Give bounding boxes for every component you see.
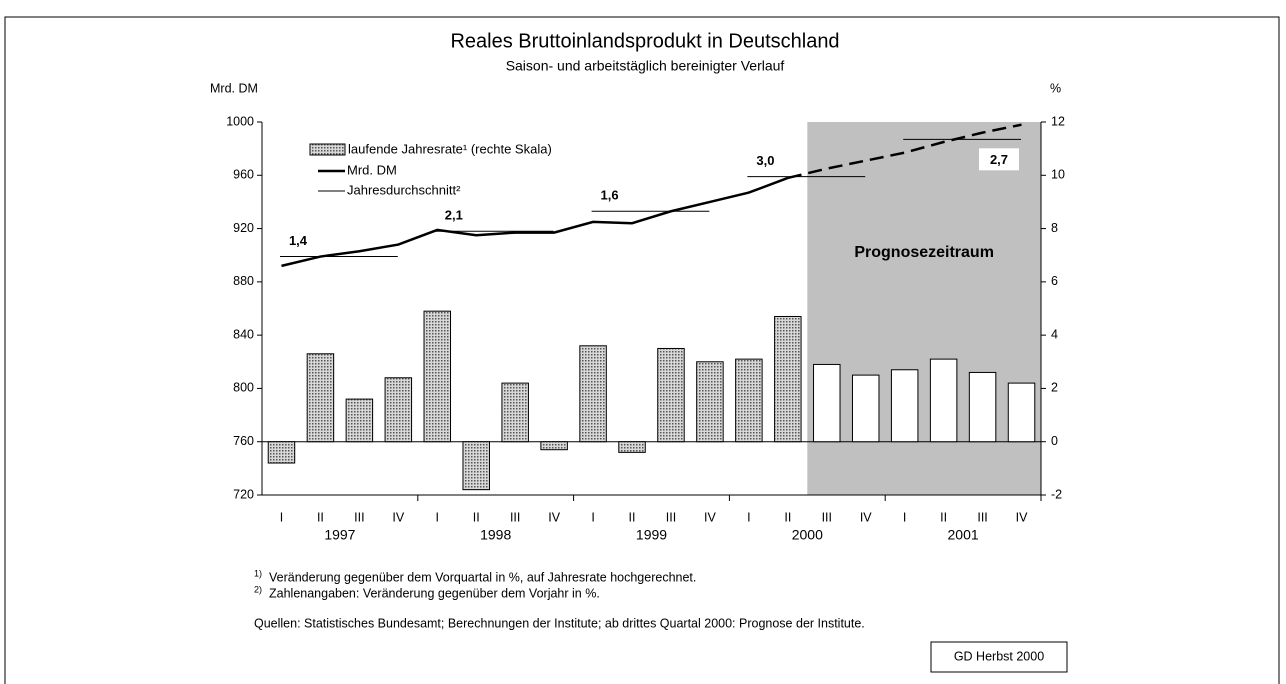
year-label: 1997	[324, 527, 355, 543]
y-tick-label: 720	[233, 487, 254, 501]
year-label: 2001	[948, 527, 979, 543]
forecast-label: Prognosezeitraum	[854, 244, 994, 261]
x-tick-label: III	[977, 510, 987, 524]
x-tick-label: I	[903, 510, 906, 524]
year-label: 2000	[792, 527, 823, 543]
y2-tick-label: 4	[1051, 327, 1058, 341]
x-tick-label: II	[317, 510, 324, 524]
bar	[968, 371, 997, 443]
legend-swatch	[309, 143, 346, 156]
y2-tick-label: 10	[1051, 168, 1065, 182]
bar	[579, 345, 607, 443]
x-tick-label: IV	[548, 510, 560, 524]
legend-label: laufende Jahresrate¹ (rechte Skala)	[348, 141, 552, 156]
bar	[657, 347, 685, 443]
bar	[696, 361, 724, 443]
footnote: Veränderung gegenüber dem Vorquartal in …	[269, 570, 696, 584]
x-tick-label: II	[473, 510, 480, 524]
y2-tick-label: 2	[1051, 381, 1058, 395]
bar	[423, 310, 452, 443]
chart-subtitle: Saison- und arbeitstäglich bereinigter V…	[506, 58, 785, 74]
y-tick-label: 1000	[226, 114, 254, 128]
y-tick-label: 880	[233, 274, 254, 288]
y2-tick-label: 12	[1051, 114, 1065, 128]
x-tick-label: II	[629, 510, 636, 524]
x-tick-label: III	[822, 510, 832, 524]
line-series	[281, 176, 789, 268]
x-tick-label: IV	[704, 510, 716, 524]
legend-label: Jahresdurchschnitt²	[347, 182, 461, 197]
chart-title: Reales Bruttoinlandsprodukt in Deutschla…	[450, 30, 839, 52]
y2-tick-label: 6	[1051, 274, 1058, 288]
x-tick-label: II	[784, 510, 791, 524]
bar	[813, 363, 841, 443]
bar	[618, 441, 646, 453]
x-tick-label: I	[280, 510, 283, 524]
year-label: 1999	[636, 527, 667, 543]
bar	[462, 441, 490, 491]
source: Quellen: Statistisches Bundesamt; Berech…	[254, 616, 865, 630]
line-series-forecast	[787, 123, 1022, 180]
y-tick-label: 920	[233, 221, 254, 235]
footnote: Zahlenangaben: Veränderung gegenüber dem…	[269, 586, 600, 600]
bar	[540, 441, 568, 451]
bar	[384, 377, 413, 443]
frame	[4, 16, 1280, 684]
footnote-marker: 2)	[254, 584, 262, 594]
y2-tick-label: -2	[1051, 487, 1062, 501]
y2-axis-label: %	[1050, 81, 1061, 95]
x-tick-label: IV	[1016, 510, 1028, 524]
bar	[735, 358, 763, 443]
annual-growth-label: 2,1	[445, 208, 463, 223]
x-tick-label: IV	[392, 510, 404, 524]
bar	[267, 441, 296, 464]
annual-growth-label: 1,6	[601, 188, 619, 203]
badge-box	[930, 641, 1068, 673]
bar	[774, 315, 802, 443]
y2-tick-label: 8	[1051, 221, 1058, 235]
forecast-region	[807, 122, 1041, 495]
bar	[501, 382, 529, 443]
y-axis-label: Mrd. DM	[210, 81, 258, 95]
annual-growth-label: 3,0	[756, 153, 774, 168]
legend-label: Mrd. DM	[347, 162, 397, 177]
x-tick-label: I	[591, 510, 594, 524]
bar	[1007, 382, 1036, 443]
annual-label-box	[979, 148, 1019, 171]
x-tick-label: III	[666, 510, 676, 524]
badge: GD Herbst 2000	[954, 649, 1044, 663]
x-tick-label: I	[747, 510, 750, 524]
bar	[306, 353, 335, 443]
y-tick-label: 800	[233, 381, 254, 395]
bar	[851, 374, 880, 443]
bar	[929, 358, 958, 443]
y-tick-label: 960	[233, 168, 254, 182]
x-tick-label: III	[510, 510, 520, 524]
x-tick-label: I	[436, 510, 439, 524]
y-tick-label: 760	[233, 434, 254, 448]
footnote-marker: 1)	[254, 568, 262, 578]
y-tick-label: 840	[233, 327, 254, 341]
year-label: 1998	[480, 527, 511, 543]
y2-tick-label: 0	[1051, 434, 1058, 448]
x-tick-label: III	[354, 510, 364, 524]
bar	[345, 398, 374, 443]
annual-growth-label: 2,7	[990, 152, 1008, 167]
x-tick-label: II	[940, 510, 947, 524]
x-tick-label: IV	[860, 510, 872, 524]
annual-growth-label: 1,4	[289, 233, 308, 248]
bar	[890, 369, 919, 443]
